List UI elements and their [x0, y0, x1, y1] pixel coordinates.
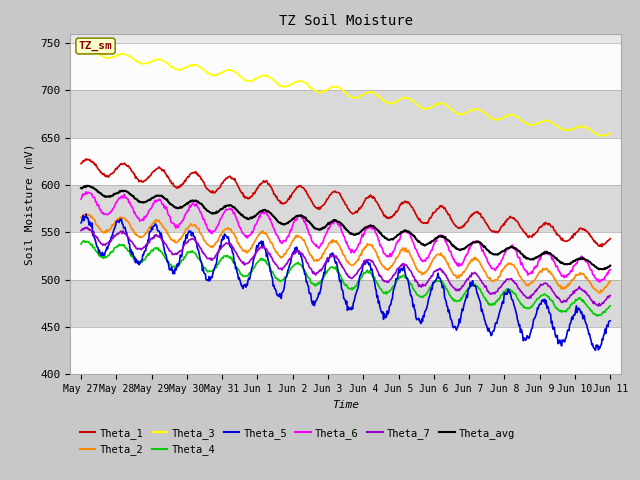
Y-axis label: Soil Moisture (mV): Soil Moisture (mV) [25, 143, 35, 265]
Bar [70, 327, 621, 374]
Bar [70, 185, 621, 232]
Bar [70, 43, 621, 90]
Bar [70, 232, 621, 280]
Bar [70, 90, 621, 138]
Text: TZ_sm: TZ_sm [79, 41, 113, 51]
Bar [70, 280, 621, 327]
X-axis label: Time: Time [332, 400, 359, 409]
Bar [70, 138, 621, 185]
Legend: Theta_1, Theta_2, Theta_3, Theta_4, Theta_5, Theta_6, Theta_7, Theta_avg: Theta_1, Theta_2, Theta_3, Theta_4, Thet… [76, 424, 519, 459]
Title: TZ Soil Moisture: TZ Soil Moisture [278, 14, 413, 28]
